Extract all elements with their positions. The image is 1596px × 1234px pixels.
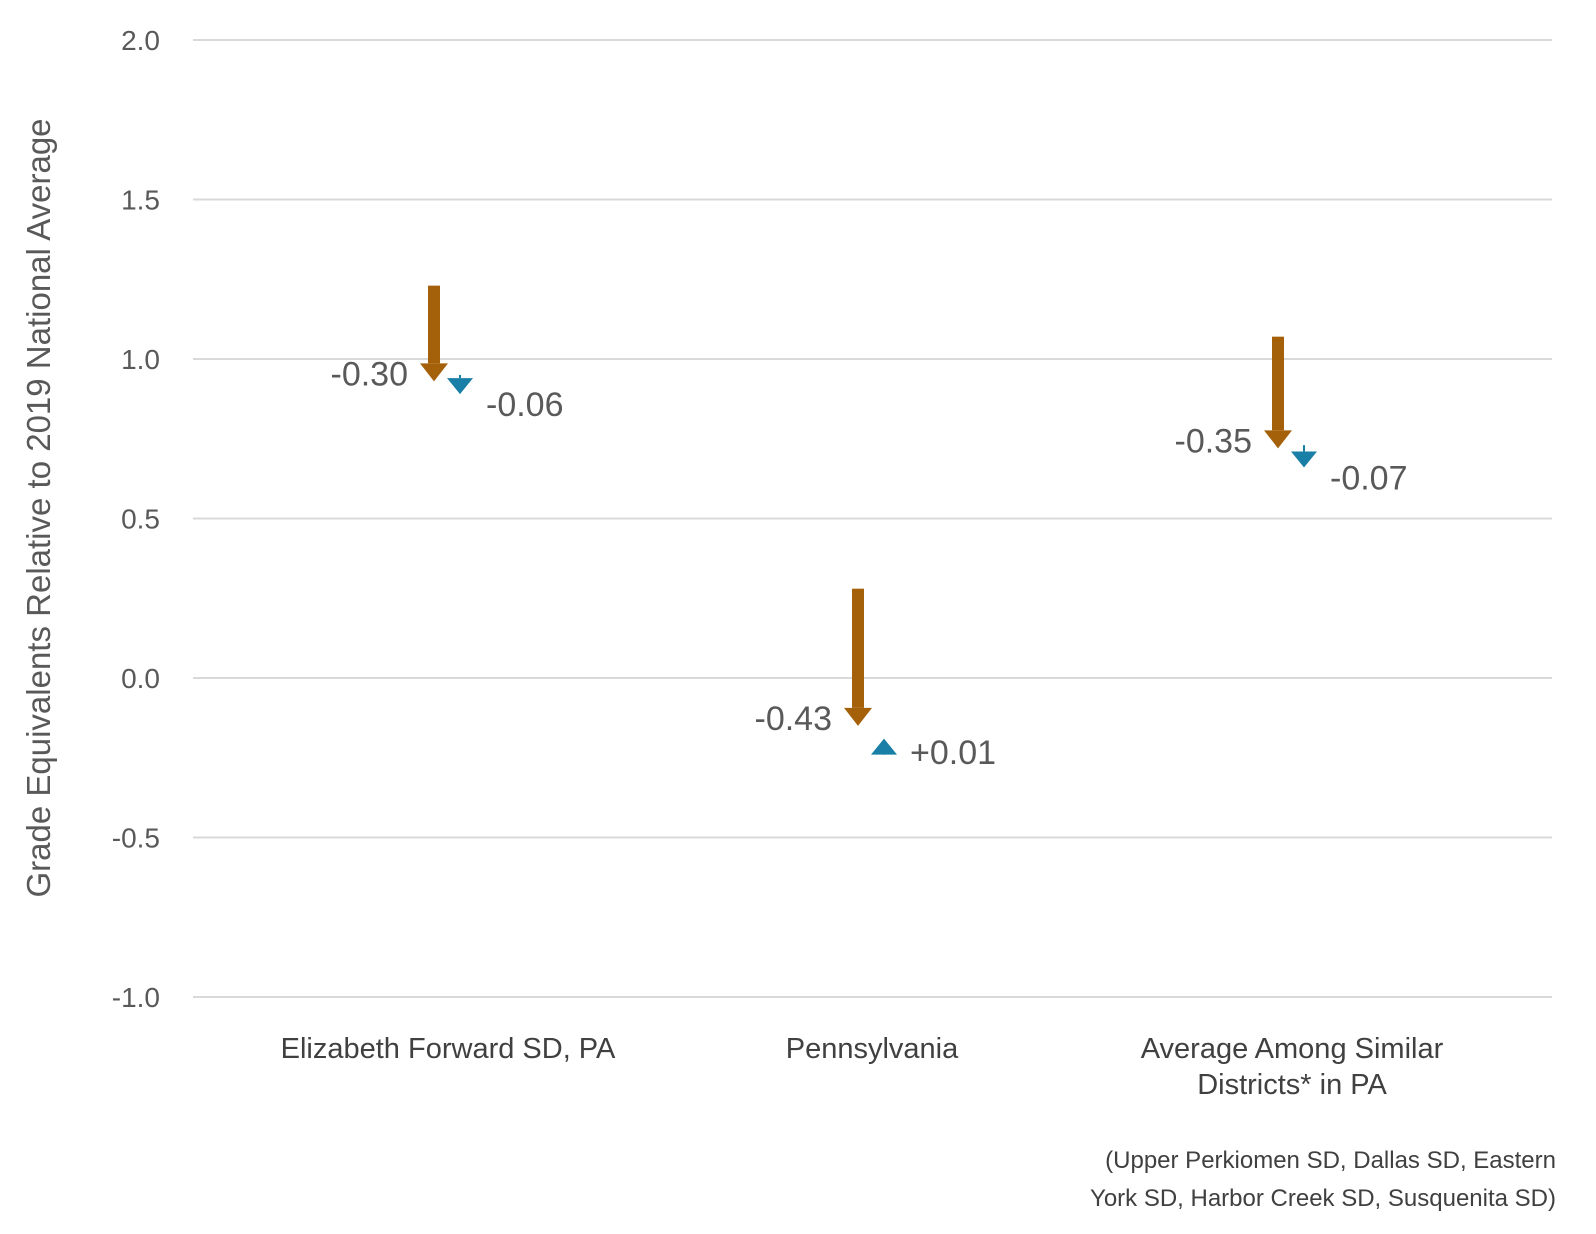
arrow-shaft — [852, 588, 864, 708]
arrow-head — [1264, 430, 1292, 449]
arrow-head — [871, 738, 897, 755]
data-label: -0.43 — [755, 700, 833, 738]
category-label: Elizabeth Forward SD, PA — [281, 1033, 616, 1065]
arrow-change-2021 — [420, 285, 448, 382]
arrow-head — [1291, 451, 1317, 468]
data-label: -0.06 — [486, 386, 564, 424]
arrow-change-2022 — [871, 738, 897, 755]
category-label: Average Among Similar — [1141, 1033, 1444, 1065]
footnote-line: York SD, Harbor Creek SD, Susquenita SD) — [1090, 1185, 1556, 1212]
category-label: Districts* in PA — [1197, 1069, 1387, 1101]
footnote-line: (Upper Perkiomen SD, Dallas SD, Eastern — [1105, 1147, 1556, 1174]
arrow-shaft — [1272, 336, 1284, 431]
data-label: -0.07 — [1330, 459, 1408, 497]
y-axis-label: Grade Equivalents Relative to 2019 Natio… — [20, 118, 57, 897]
y-tick-label: 2.0 — [121, 25, 160, 56]
y-tick-label: 1.5 — [121, 185, 160, 216]
arrow-head — [447, 378, 473, 395]
arrow-change-2021 — [844, 588, 872, 726]
arrow-change-2021 — [1264, 336, 1292, 449]
y-tick-labels: 2.0 1.5 1.0 0.5 0.0 -0.5 -1.0 — [112, 25, 160, 1013]
data-label: +0.01 — [910, 734, 996, 772]
arrow-shaft — [1303, 445, 1305, 452]
footnote: (Upper Perkiomen SD, Dallas SD, Eastern Y… — [1090, 1147, 1556, 1212]
y-tick-label: 0.5 — [121, 504, 160, 535]
category-label: Pennsylvania — [786, 1033, 959, 1065]
y-tick-label: -0.5 — [112, 823, 160, 854]
arrow-marks — [420, 285, 1317, 755]
arrow-shaft — [428, 285, 440, 364]
y-tick-label: 1.0 — [121, 344, 160, 375]
data-labels: -0.30 -0.43 -0.35 -0.06 +0.01 -0.07 — [331, 355, 1408, 771]
arrow-head — [844, 707, 872, 726]
data-label: -0.30 — [331, 355, 409, 393]
y-tick-label: 0.0 — [121, 663, 160, 694]
arrow-head — [420, 363, 448, 382]
data-label: -0.35 — [1175, 422, 1253, 460]
arrow-change-2022 — [1291, 445, 1317, 468]
gridlines — [193, 39, 1552, 998]
arrow-change-2022 — [447, 374, 473, 395]
y-tick-label: -1.0 — [112, 982, 160, 1013]
arrow-shaft — [459, 374, 461, 379]
category-labels: Elizabeth Forward SD, PA Pennsylvania Aver… — [281, 1033, 1444, 1101]
